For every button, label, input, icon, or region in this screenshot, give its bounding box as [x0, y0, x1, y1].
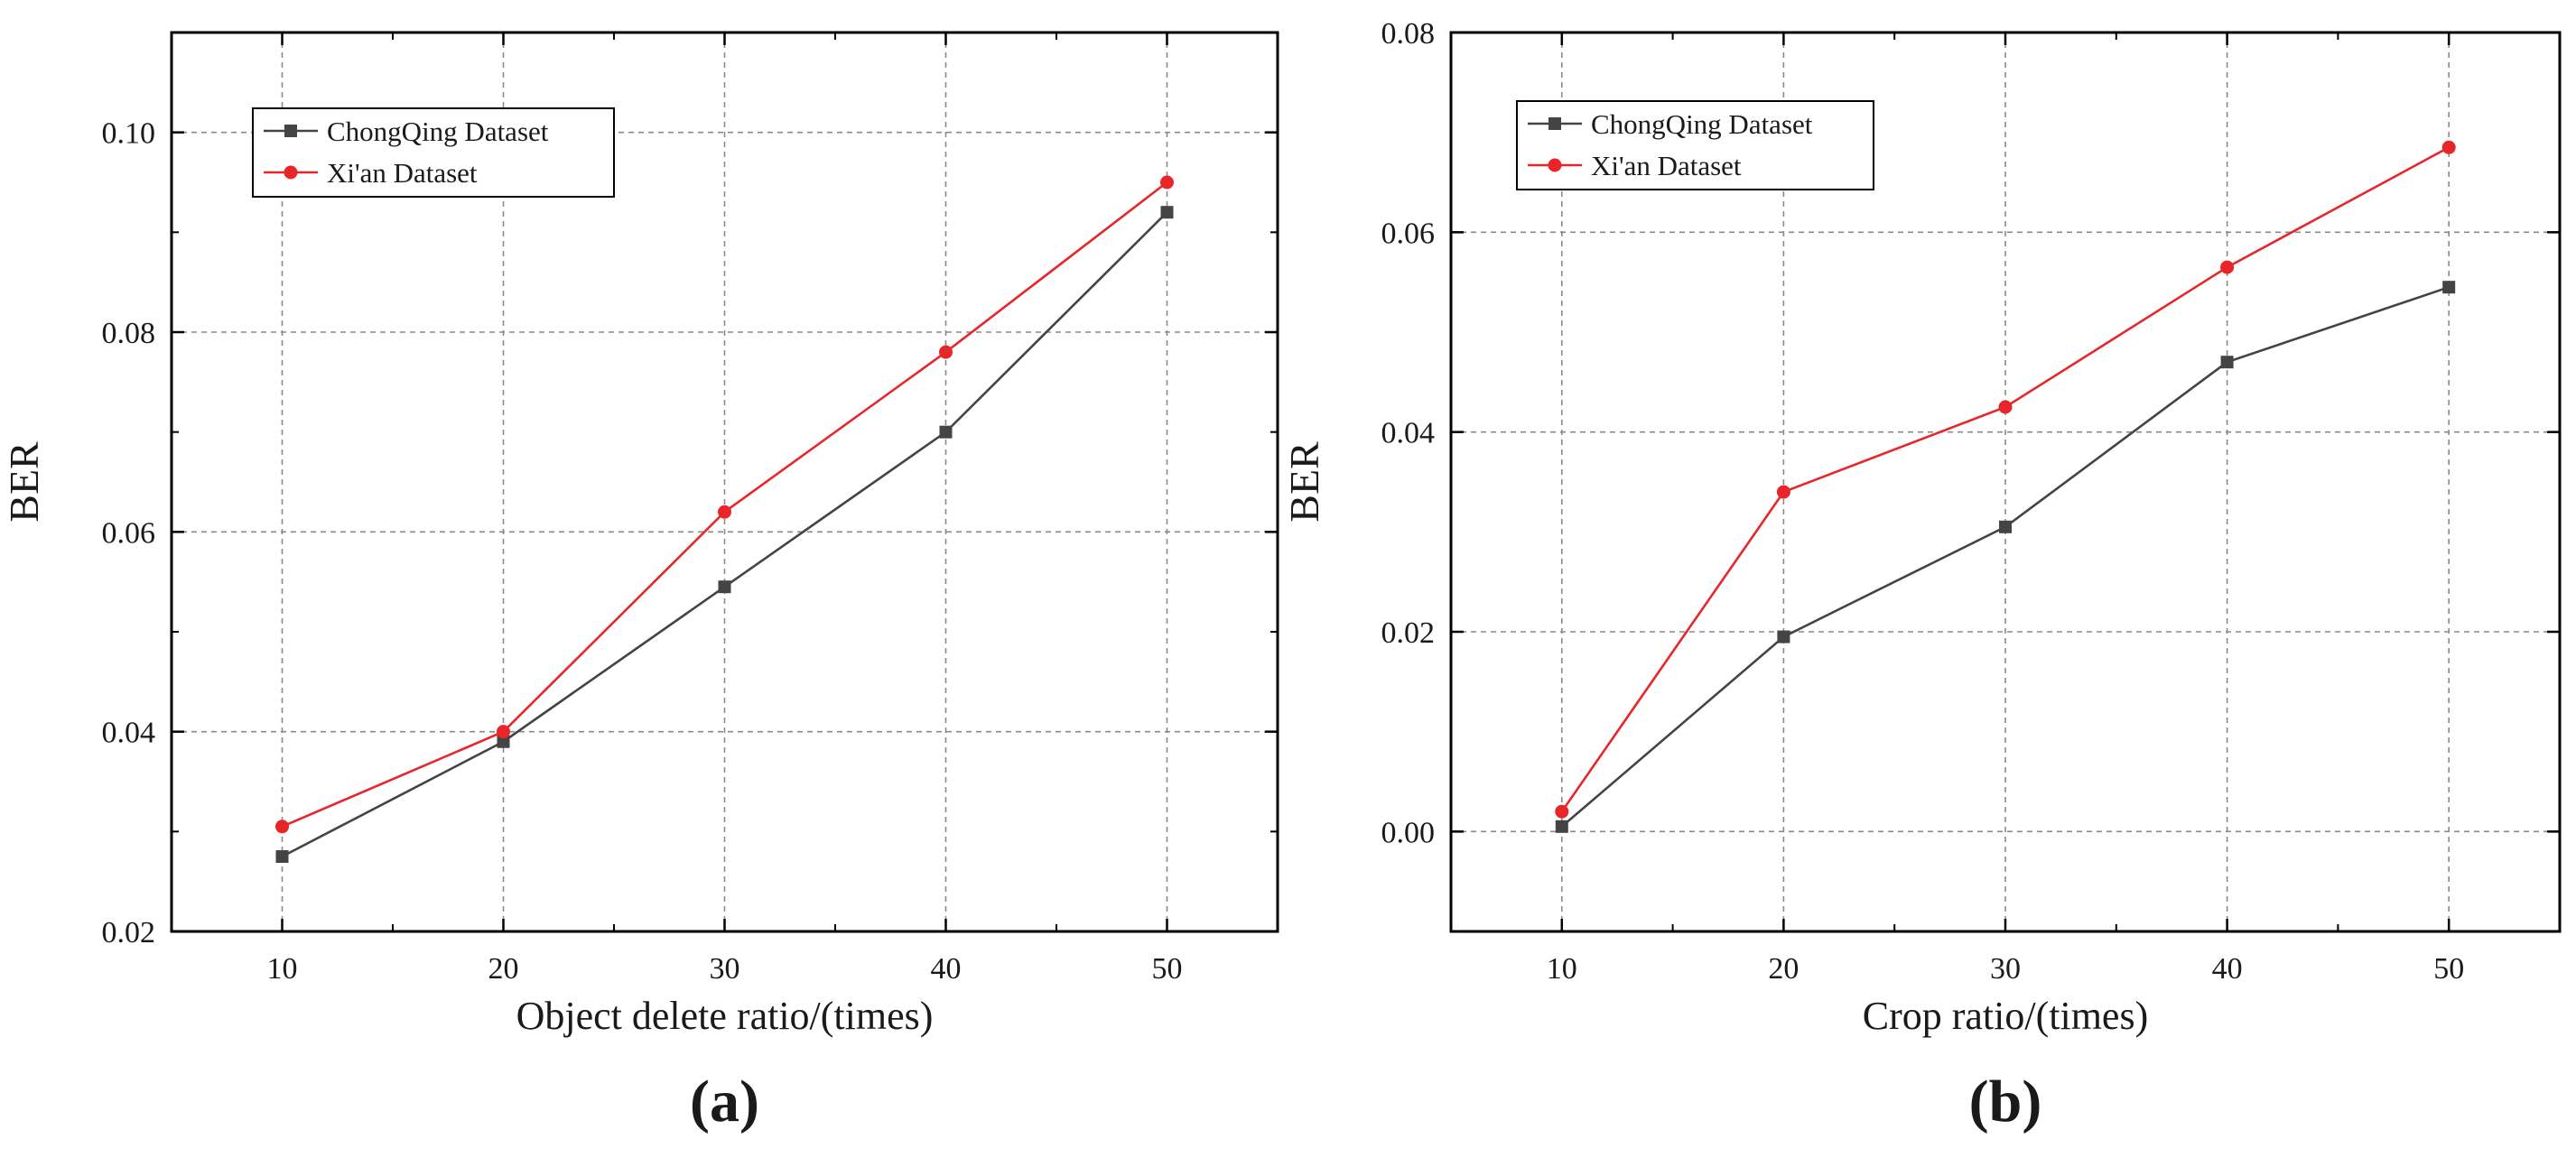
- legend-label: Xi'an Dataset: [1591, 150, 1742, 181]
- data-point-chongqing: [2442, 281, 2456, 294]
- panel-label: (b): [1969, 1069, 2042, 1135]
- data-point-xian: [718, 505, 731, 519]
- legend-box: [1516, 100, 1874, 190]
- legend: ChongQing Dataset Xi'an Dataset: [1516, 100, 1874, 190]
- legend-label: ChongQing Dataset: [1591, 108, 1813, 140]
- x-tick-label: 30: [1990, 952, 2021, 986]
- panel-a: 10 20 30 40 50 0.02 0.04 0.06 0.08 0.10 ChongQing …: [1, 31, 1279, 1135]
- x-tick-label: 40: [2212, 952, 2243, 986]
- y-tick-label: 0.08: [1381, 17, 1436, 51]
- x-axis-title: Crop ratio/(times): [1863, 994, 2149, 1038]
- legend-label: ChongQing Dataset: [327, 116, 549, 147]
- y-tick-label: 0.04: [1381, 417, 1436, 450]
- y-tick-label: 0.02: [102, 916, 156, 949]
- data-point-chongqing: [1777, 630, 1790, 644]
- legend-box: [252, 107, 615, 198]
- data-point-chongqing: [275, 850, 289, 863]
- y-tick-label: 0.08: [102, 317, 156, 350]
- data-point-xian: [2441, 140, 2456, 154]
- x-tick-label: 10: [267, 952, 298, 986]
- data-point-chongqing: [1555, 820, 1568, 833]
- x-axis-title: Object delete ratio/(times): [516, 994, 934, 1038]
- data-point-xian: [1776, 485, 1790, 499]
- data-point-chongqing: [718, 580, 731, 594]
- data-point-chongqing: [2220, 356, 2234, 369]
- data-point-xian: [1998, 400, 2013, 414]
- data-point-chongqing: [1999, 520, 2012, 533]
- x-tick-label: 20: [1768, 952, 1799, 986]
- x-tick-label: 50: [2433, 952, 2464, 986]
- x-tick-label: 30: [710, 952, 740, 986]
- y-tick-label: 0.06: [102, 516, 156, 550]
- series-line-chongqing: [1560, 285, 2450, 828]
- panel-label: (a): [690, 1069, 759, 1135]
- data-point-chongqing: [497, 735, 510, 748]
- y-axis-title: BER: [1281, 441, 1327, 523]
- data-point-chongqing: [939, 425, 953, 439]
- y-tick-label: 0.04: [102, 717, 156, 750]
- x-tick-label: 40: [931, 952, 962, 986]
- y-axis-title: BER: [1, 441, 47, 523]
- data-point-xian: [2220, 260, 2235, 274]
- y-tick-label: 0.02: [1381, 616, 1436, 650]
- y-tick-label: 0.06: [1381, 217, 1436, 250]
- y-tick-label: 0.00: [1381, 816, 1436, 849]
- x-tick-label: 20: [488, 952, 519, 986]
- data-point-chongqing: [1160, 206, 1174, 219]
- legend-marker-square: [1548, 117, 1561, 130]
- x-tick-label: 50: [1152, 952, 1183, 986]
- panel-b: 10 20 30 40 50 0.00 0.02 0.04 0.06 0.08 ChongQing …: [1281, 17, 2562, 1135]
- data-point-xian: [939, 345, 953, 359]
- y-tick-label: 0.10: [102, 117, 156, 151]
- data-point-xian: [275, 820, 289, 834]
- legend: ChongQing Dataset Xi'an Dataset: [252, 107, 615, 198]
- data-point-xian: [1555, 804, 1569, 819]
- data-point-xian: [497, 725, 510, 739]
- legend-marker-circle: [284, 165, 298, 180]
- legend-marker-circle: [1548, 158, 1562, 172]
- data-point-xian: [1160, 175, 1174, 190]
- legend-marker-square: [284, 125, 297, 137]
- legend-label: Xi'an Dataset: [327, 157, 478, 189]
- x-tick-label: 10: [1547, 952, 1577, 986]
